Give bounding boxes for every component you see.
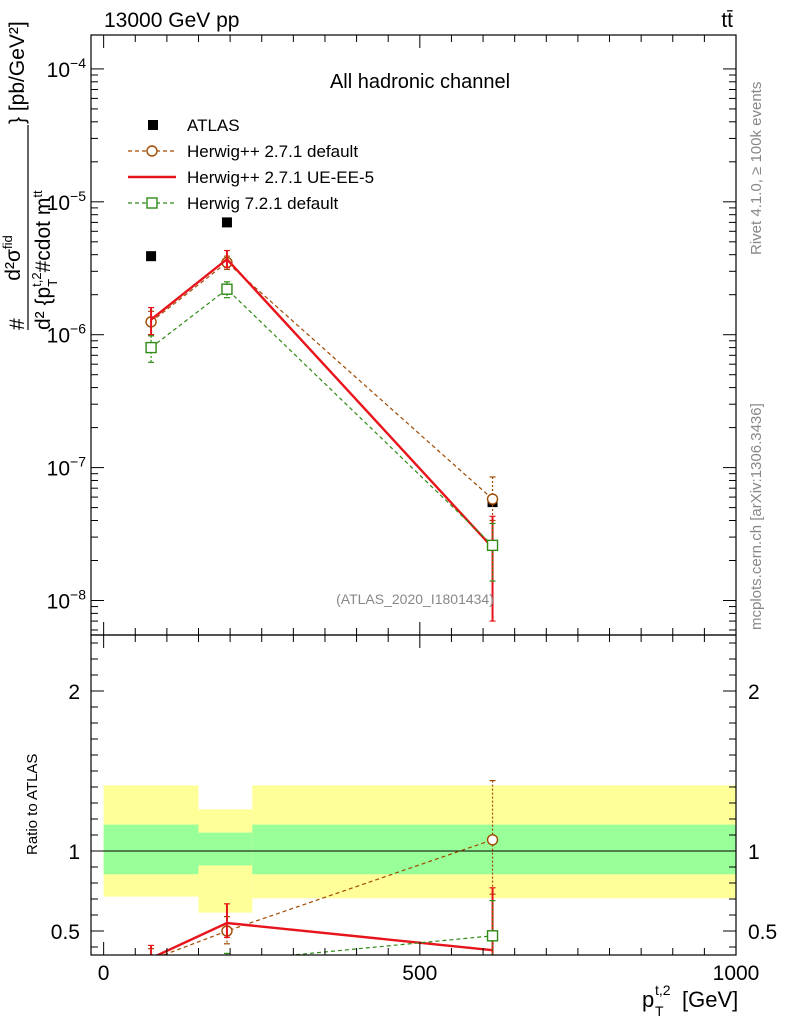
xlabel-sub: T — [655, 1003, 664, 1019]
main-y-axis-label: # d²σfid d² {pTt,2#cdot mtt } [pb/GeV²] — [0, 21, 60, 330]
y-tick-exp-0: −4 — [70, 55, 86, 71]
ratio-frame — [90, 634, 737, 956]
analysis-watermark: (ATLAS_2020_I1801434) — [336, 591, 494, 607]
y-tick-exp-2: −6 — [70, 321, 86, 337]
axis-ticks — [91, 35, 737, 955]
x-tick-label-2: 1000 — [713, 962, 760, 985]
main-series-layer — [145, 217, 499, 622]
main-herwig_default-point-2 — [486, 493, 499, 505]
ylabel-unit: } [pb/GeV²] — [6, 21, 29, 124]
ratio-y-tick-label-right-2: 2 — [748, 681, 760, 704]
x-axis-label: p T t,2 [GeV] — [642, 982, 738, 1019]
ratio-y-axis-label: Ratio to ATLAS — [24, 754, 41, 855]
y-tick-base-1: 10 — [47, 192, 70, 215]
x-tick-label-0: 0 — [98, 962, 110, 985]
legend-marker-herwig_default — [146, 145, 158, 157]
ylabel-den-main: d² {p — [32, 287, 55, 330]
band-inner-2 — [252, 824, 736, 875]
ylabel-den-sub: T — [45, 279, 60, 287]
legend-label-herwig72: Herwig 7.2.1 default — [187, 194, 338, 213]
main-herwig72-line — [150, 288, 493, 546]
ylabel-cdot: #cdot m — [32, 198, 55, 273]
y-tick-exp-4: −8 — [70, 586, 86, 602]
y-tick-base-2: 10 — [47, 325, 70, 348]
ratio-uncertainty-bands — [103, 785, 736, 913]
ratio-y-tick-label-left-2: 2 — [68, 681, 80, 704]
main-herwig72-point-2 — [486, 539, 499, 552]
ratio-herwig_default-line — [162, 839, 493, 955]
ratio-herwig_default-point-0 — [148, 954, 155, 955]
y-tick-exp-1: −5 — [70, 188, 86, 204]
ylabel-numerator-main: d²σ — [2, 249, 25, 281]
main-herwig72-point-0 — [145, 341, 157, 354]
ratio-series-layer — [146, 779, 499, 982]
main-atlas-point-0 — [146, 251, 157, 262]
ylabel-cdot-sup: tt — [30, 190, 45, 198]
ratio-y-tick-label-right-1: 1 — [748, 841, 760, 864]
ratio-herwig_default-point-2 — [486, 834, 499, 846]
main-herwig_ueee5-line — [150, 257, 494, 549]
band-inner-1 — [198, 832, 253, 866]
y-tick-label-3: 10−7 — [47, 454, 87, 481]
ylabel-numerator: d²σfid — [0, 235, 25, 280]
ylabel-denominator: d² {pTt,2#cdot mtt — [29, 190, 60, 330]
ratio-herwig72-point-0 — [146, 972, 156, 982]
ylabel-den-sup: t,2 — [29, 272, 44, 286]
ratio-y-tick-label-left-0: 0.5 — [51, 921, 80, 944]
legend-label-herwig_ueee5: Herwig++ 2.7.1 UE-EE-5 — [187, 168, 374, 187]
main-herwig72-point-1 — [221, 283, 233, 295]
ylabel-numerator-sup: fid — [0, 235, 15, 249]
y-tick-exp-3: −7 — [70, 454, 86, 470]
legend-label-atlas: ATLAS — [187, 116, 240, 135]
x-tick-label-1: 500 — [402, 962, 437, 985]
band-inner-0 — [103, 824, 199, 875]
header-left: 13000 GeV pp — [104, 9, 239, 32]
ratio-herwig72-line — [287, 935, 493, 955]
main-atlas-point-1 — [221, 217, 232, 228]
xlabel-sup: t,2 — [655, 982, 671, 998]
y-tick-label-0: 10−4 — [47, 55, 87, 82]
y-tick-label-1: 10−5 — [47, 188, 87, 215]
ratio-herwig72-point-2 — [486, 930, 499, 942]
ratio-y-tick-label-right-0: 0.5 — [748, 921, 777, 944]
xlabel-p: p — [642, 987, 654, 1012]
mcplots-reference-label: mcplots.cern.ch [arXiv:1306.3436] — [748, 403, 765, 630]
legend-marker-herwig72 — [146, 197, 158, 209]
legend-label-herwig_default: Herwig++ 2.7.1 default — [187, 142, 358, 161]
legend: ATLAS Herwig++ 2.7.1 default Herwig++ 2.7.… — [128, 116, 374, 213]
ratio-herwig72-point-1 — [222, 956, 232, 966]
y-tick-base-4: 10 — [47, 590, 70, 613]
y-tick-base-0: 10 — [47, 59, 70, 82]
header-right: tt̄ — [721, 9, 733, 32]
ylabel-hash: # — [6, 318, 29, 330]
y-tick-label-4: 10−8 — [47, 586, 87, 613]
y-tick-label-2: 10−6 — [47, 321, 87, 348]
xlabel-unit: [GeV] — [682, 987, 738, 1012]
rivet-version-label: Rivet 4.1.0, ≥ 100k events — [748, 82, 765, 255]
ratio-y-tick-label-left-1: 1 — [68, 841, 80, 864]
plot-title: All hadronic channel — [330, 71, 510, 93]
y-tick-base-3: 10 — [47, 458, 70, 481]
ratio-herwig_ueee5-line — [155, 921, 493, 955]
legend-marker-atlas — [148, 120, 158, 130]
